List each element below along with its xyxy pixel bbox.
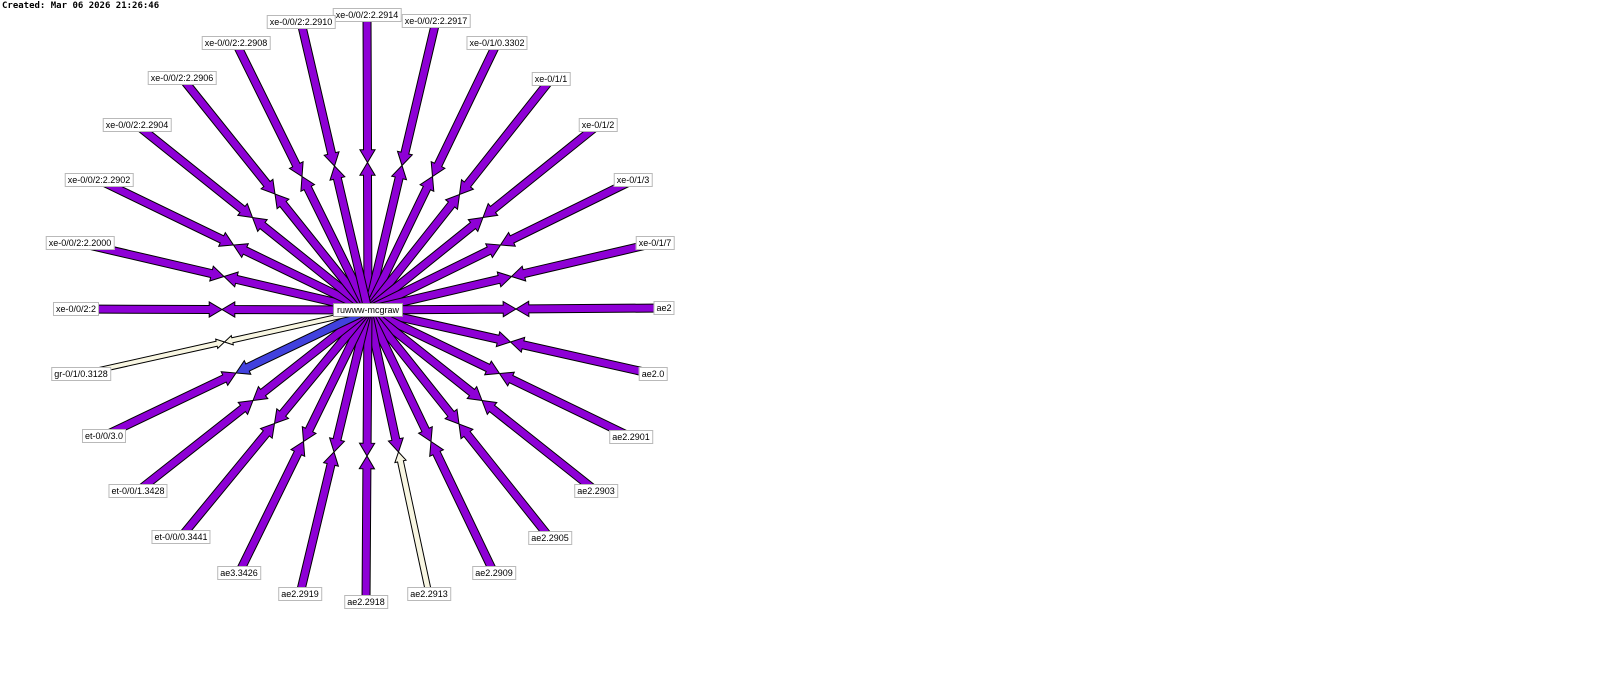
link-label: gr-0/1/0.3128 bbox=[51, 367, 111, 381]
link-segment bbox=[364, 216, 484, 314]
link-segment bbox=[364, 193, 461, 314]
link-segment bbox=[358, 455, 376, 603]
link-segment bbox=[359, 14, 376, 164]
link-segment bbox=[235, 305, 371, 375]
link-label: ae2.2919 bbox=[278, 587, 322, 601]
link-segment bbox=[363, 164, 408, 312]
link-segment bbox=[134, 399, 254, 495]
link-segment bbox=[223, 307, 370, 346]
link-segment bbox=[178, 74, 276, 195]
link-label: xe-0/1/7 bbox=[635, 236, 675, 250]
link-segment bbox=[429, 440, 499, 576]
central-node-label: ruwww-mcgraw bbox=[332, 303, 404, 317]
link-segment bbox=[133, 121, 254, 219]
link-label: xe-0/1/2 bbox=[578, 118, 618, 132]
link-segment bbox=[358, 309, 376, 457]
link-segment bbox=[101, 371, 237, 441]
link-segment bbox=[363, 175, 435, 313]
link-label: ae2.2901 bbox=[609, 430, 653, 444]
link-segment bbox=[274, 193, 372, 314]
link-label: xe-0/0/2:2.2914 bbox=[332, 8, 402, 22]
link-label: ae2.2903 bbox=[574, 484, 618, 498]
link-label: xe-0/0/2:2.2906 bbox=[147, 71, 217, 85]
link-segment bbox=[510, 238, 657, 282]
link-segment bbox=[515, 300, 665, 318]
link-segment bbox=[234, 440, 306, 576]
link-label: ae3.3426 bbox=[217, 566, 261, 580]
link-segment bbox=[394, 451, 433, 596]
link-segment bbox=[366, 271, 513, 315]
link-label: et-0/0/0.3441 bbox=[151, 530, 211, 544]
link-segment bbox=[458, 75, 555, 196]
link-segment bbox=[231, 40, 304, 178]
link-label: xe-0/1/1 bbox=[531, 72, 571, 86]
link-label: xe-0/0/2:2.2904 bbox=[102, 118, 172, 132]
link-label: xe-0/1/3 bbox=[613, 173, 653, 187]
link-label: xe-0/0/2:2.2917 bbox=[401, 14, 471, 28]
link-segment bbox=[458, 423, 554, 542]
link-label: et-0/0/3.0 bbox=[81, 429, 127, 443]
link-label: ae2.2909 bbox=[472, 566, 516, 580]
link-label: ae2.2913 bbox=[407, 587, 451, 601]
link-label: ae2.0 bbox=[638, 367, 668, 381]
link-label: xe-0/0/2:2.2000 bbox=[45, 236, 115, 250]
link-segment bbox=[301, 307, 373, 443]
link-segment bbox=[509, 336, 655, 379]
link-segment bbox=[364, 306, 483, 402]
link-segment bbox=[251, 216, 372, 314]
link-label: et-0/0/1.3428 bbox=[108, 484, 168, 498]
link-segment bbox=[482, 121, 602, 219]
link-segment bbox=[296, 20, 340, 167]
link-label: xe-0/0/2:2 bbox=[52, 302, 100, 316]
link-segment bbox=[396, 19, 441, 167]
link-label: xe-0/0/2:2.2902 bbox=[64, 173, 134, 187]
link-label: ae2.2905 bbox=[528, 531, 572, 545]
created-timestamp: Created: Mar 06 2026 21:26:46 bbox=[2, 1, 160, 11]
link-label: xe-0/0/2:2.2908 bbox=[201, 36, 271, 50]
link-segment bbox=[177, 422, 276, 541]
link-segment bbox=[273, 306, 372, 425]
link-segment bbox=[329, 165, 373, 312]
link-segment bbox=[295, 451, 340, 596]
link-label: xe-0/1/0.3302 bbox=[466, 36, 528, 50]
link-segment bbox=[363, 308, 404, 453]
link-label: ae2 bbox=[653, 301, 675, 315]
link-segment bbox=[300, 175, 373, 313]
link-segment bbox=[363, 307, 433, 443]
link-segment bbox=[499, 175, 636, 247]
link-label: xe-0/0/2:2.2910 bbox=[266, 15, 336, 29]
link-segment bbox=[328, 308, 373, 453]
link-segment bbox=[481, 399, 600, 495]
link-segment bbox=[79, 338, 226, 377]
link-segment bbox=[430, 40, 502, 178]
link-segment bbox=[252, 306, 372, 402]
link-label: ae2.2918 bbox=[344, 595, 388, 609]
link-segment bbox=[364, 306, 460, 425]
link-segment bbox=[365, 243, 502, 315]
